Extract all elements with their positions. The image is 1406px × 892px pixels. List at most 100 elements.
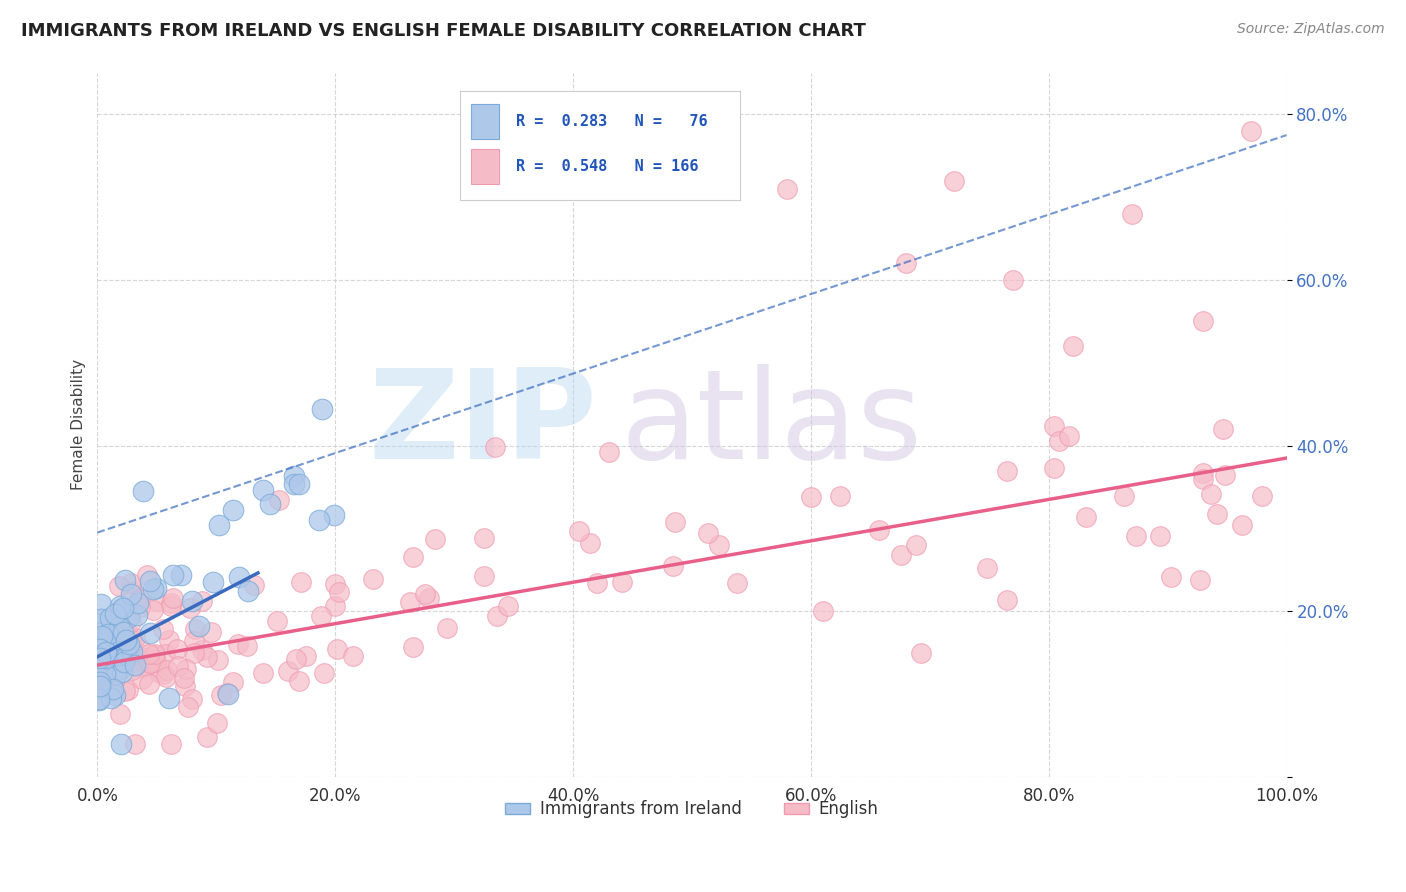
Point [222, 674, 245, 689]
Point [101, 681, 124, 696]
Point [127, 608, 149, 623]
Point [162, 568, 184, 582]
Text: IMMIGRANTS FROM IRELAND VS ENGLISH FEMALE DISABILITY CORRELATION CHART: IMMIGRANTS FROM IRELAND VS ENGLISH FEMAL… [21, 22, 866, 40]
Point [323, 599, 346, 613]
Point [89, 679, 111, 693]
Point [181, 594, 204, 608]
Point [112, 600, 135, 615]
Point [195, 730, 218, 744]
Point [166, 642, 188, 657]
Point [868, 523, 890, 537]
Point [111, 625, 134, 640]
Point [209, 688, 232, 702]
Point [418, 591, 440, 605]
Point [89, 674, 111, 689]
Point [90, 669, 112, 683]
Point [190, 643, 212, 657]
Point [942, 174, 965, 188]
Point [496, 599, 519, 613]
Point [89, 626, 111, 640]
Point [91, 632, 114, 647]
Point [107, 661, 129, 675]
Point [402, 549, 425, 564]
Point [98, 611, 121, 625]
Point [110, 603, 132, 617]
Point [160, 596, 183, 610]
Point [139, 626, 162, 640]
Point [207, 653, 229, 667]
Point [323, 577, 346, 591]
Point [283, 469, 305, 483]
Point [118, 637, 141, 651]
Point [179, 600, 201, 615]
Point [152, 667, 174, 681]
Point [155, 670, 177, 684]
Point [696, 525, 718, 540]
Point [267, 493, 290, 508]
Point [91, 639, 114, 653]
Point [101, 681, 124, 695]
Point [121, 663, 143, 677]
Point [104, 607, 127, 621]
Point [1240, 124, 1263, 138]
Point [90, 597, 112, 611]
Point [910, 646, 932, 660]
Point [288, 673, 311, 688]
Point [94, 629, 117, 643]
Point [157, 632, 180, 647]
Point [586, 575, 609, 590]
Point [131, 660, 153, 674]
Point [177, 700, 200, 714]
Point [1049, 434, 1071, 448]
Point [425, 533, 447, 547]
Point [108, 662, 131, 676]
Point [98, 635, 121, 649]
Point [87, 693, 110, 707]
Point [120, 615, 142, 629]
Point [138, 648, 160, 662]
Point [436, 621, 458, 635]
Point [108, 706, 131, 721]
Point [96, 650, 118, 665]
Point [97, 627, 120, 641]
Text: atlas: atlas [620, 365, 922, 485]
Point [100, 654, 122, 668]
Point [108, 599, 131, 613]
Point [105, 648, 128, 662]
Point [97, 640, 120, 654]
Point [120, 576, 142, 591]
Point [115, 635, 138, 649]
Point [121, 632, 143, 646]
Point [143, 647, 166, 661]
Point [108, 620, 131, 634]
Point [215, 686, 238, 700]
Point [90, 629, 112, 643]
Point [201, 575, 224, 590]
Point [664, 515, 686, 529]
Point [252, 666, 274, 681]
Point [96, 636, 118, 650]
Point [995, 592, 1018, 607]
Point [314, 666, 336, 681]
Point [129, 591, 152, 606]
Point [222, 503, 245, 517]
Point [148, 665, 170, 679]
Point [1043, 419, 1066, 434]
Point [87, 692, 110, 706]
Point [413, 587, 436, 601]
Point [342, 648, 364, 663]
Point [156, 663, 179, 677]
Point [117, 683, 139, 698]
Point [236, 583, 259, 598]
Point [1002, 273, 1025, 287]
Point [87, 666, 110, 681]
Point [228, 570, 250, 584]
Point [598, 445, 620, 459]
Point [97, 650, 120, 665]
Point [104, 688, 127, 702]
Point [176, 662, 198, 676]
Point [146, 594, 169, 608]
Legend: Immigrants from Ireland, English: Immigrants from Ireland, English [499, 794, 886, 825]
Text: Source: ZipAtlas.com: Source: ZipAtlas.com [1237, 22, 1385, 37]
Point [235, 639, 257, 653]
